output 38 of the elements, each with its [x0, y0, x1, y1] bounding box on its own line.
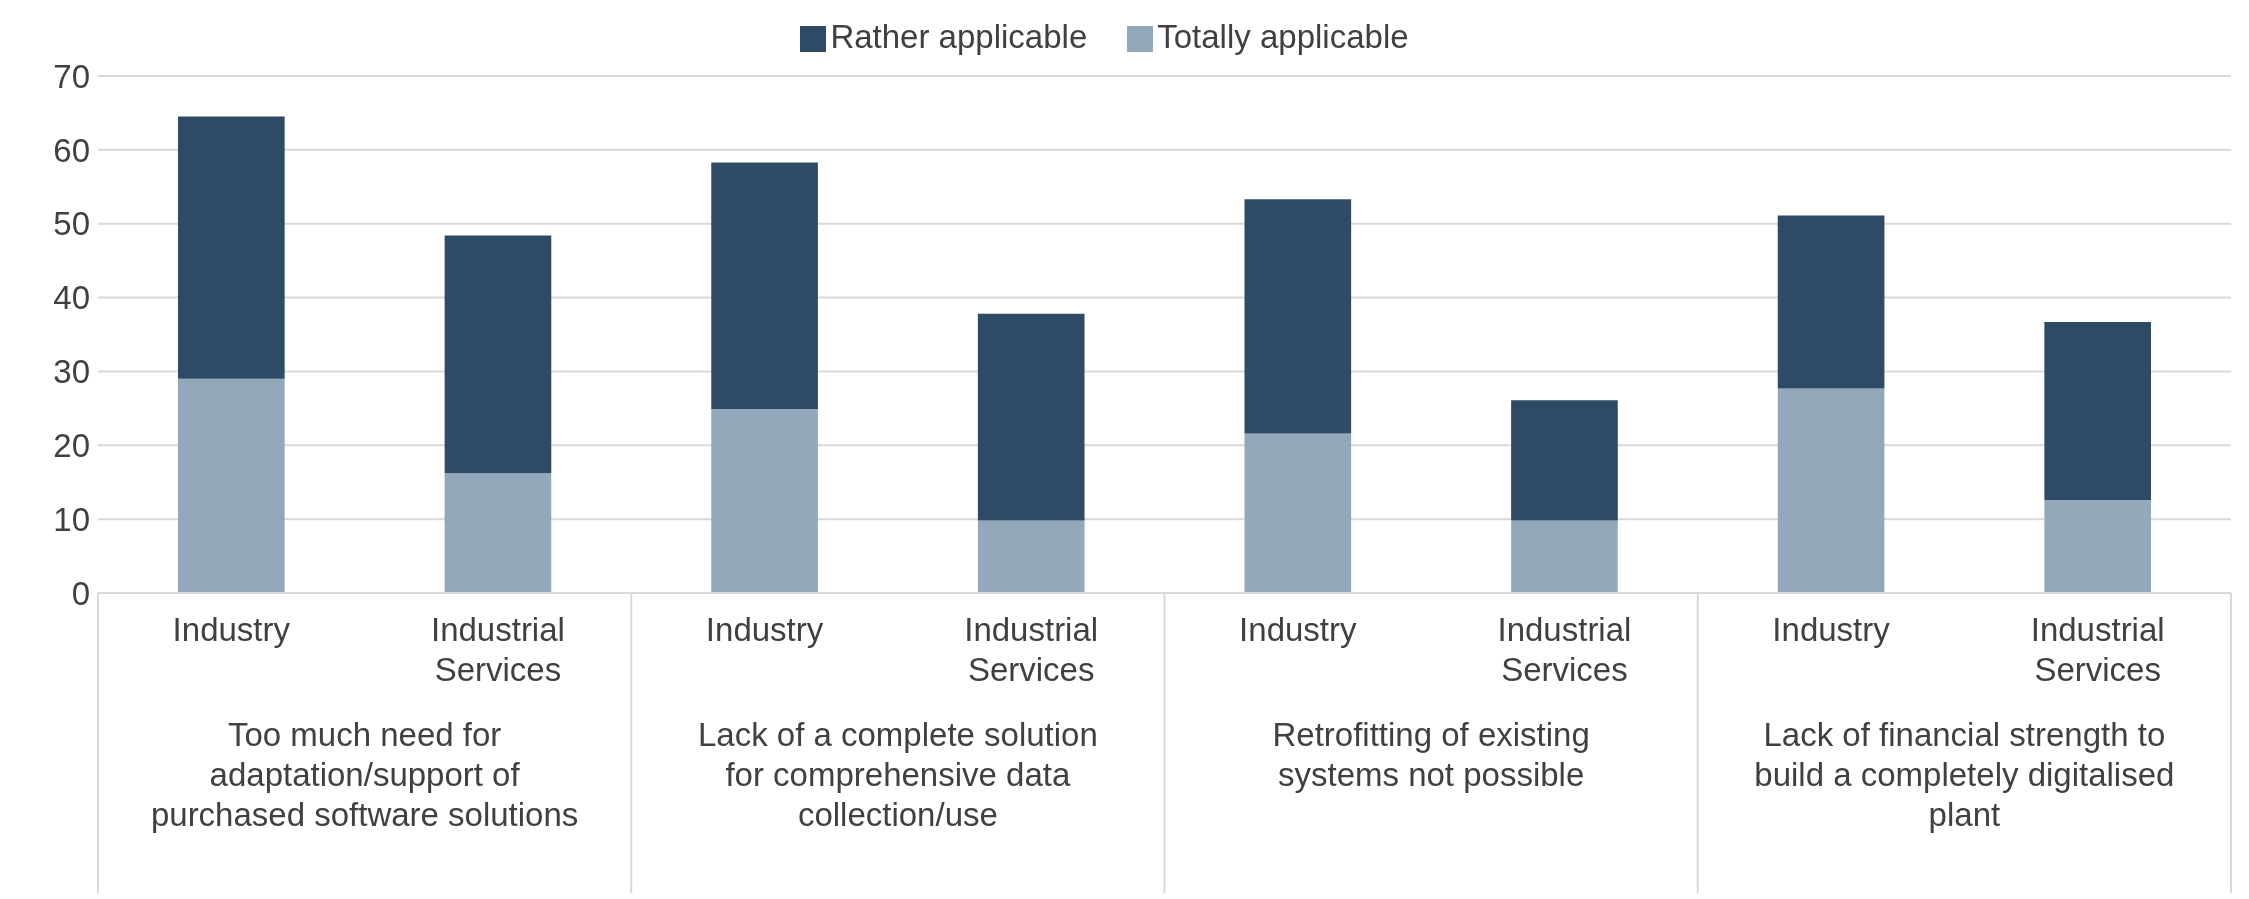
- bar: [2044, 499, 2152, 593]
- y-tick-label: 10: [53, 500, 90, 538]
- bar: [977, 520, 1085, 593]
- legend-label: Rather applicable: [830, 18, 1088, 55]
- text: Retrofitting of existing systems not possible: [1272, 716, 1590, 793]
- bar: [977, 313, 1085, 521]
- x-tick-label: Industry: [705, 611, 824, 648]
- y-tick-label: 60: [53, 131, 90, 169]
- bar: [1777, 388, 1885, 593]
- legend-label: Totally applicable: [1157, 18, 1409, 55]
- bar: [444, 235, 552, 474]
- bar: [711, 162, 818, 410]
- x-tick-label: Industrial Services: [2030, 611, 2165, 688]
- y-tick-label: 40: [53, 279, 90, 317]
- x-tick-label: Industry: [172, 611, 291, 648]
- y-tick-label: 50: [53, 205, 90, 243]
- text: Lack of financial strength to build a completely digitalised plant: [1754, 716, 2175, 833]
- bar: [2044, 321, 2152, 500]
- bar: [444, 473, 552, 593]
- bar: [711, 409, 818, 593]
- bar: [1244, 433, 1352, 593]
- bar: [1511, 520, 1618, 593]
- y-tick-label: 70: [53, 57, 90, 95]
- y-tick-label: 0: [71, 574, 90, 612]
- bar: [1511, 400, 1618, 521]
- bar: [1244, 199, 1352, 434]
- x-tick-label: Industrial Services: [1497, 611, 1632, 688]
- text: Too much need for adaptation/support of purchased software solutions: [150, 716, 579, 833]
- y-tick-label: 20: [53, 427, 90, 464]
- x-tick-label: Industrial Services: [964, 611, 1099, 688]
- x-tick-label: Industrial Services: [430, 611, 565, 688]
- bar: [178, 378, 285, 593]
- x-tick-label: Industry: [1239, 611, 1357, 648]
- bar: [1777, 215, 1885, 389]
- text: Lack of a complete solution for comprehensive data collection/use: [697, 716, 1098, 833]
- x-tick-label: Industry: [1772, 611, 1891, 648]
- y-tick-label: 30: [53, 353, 90, 391]
- bar: [178, 116, 285, 379]
